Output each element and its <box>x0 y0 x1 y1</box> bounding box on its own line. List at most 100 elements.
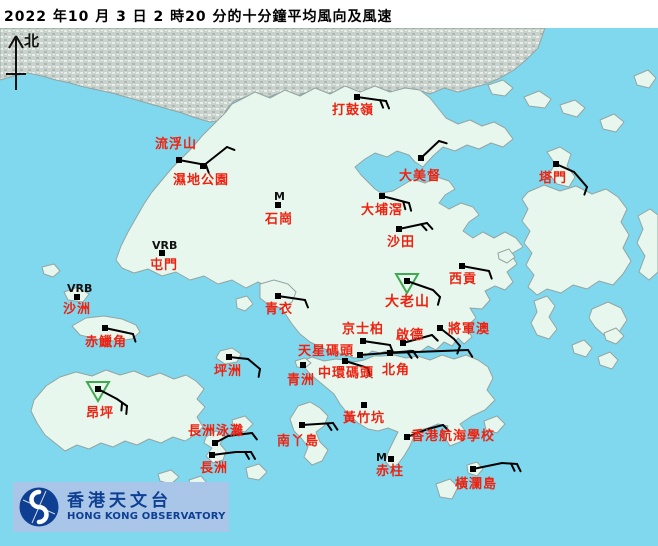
station-label-wong-chuk-hang[interactable]: 黃竹坑 <box>343 411 386 426</box>
station-dot-cheung-chau-beach[interactable] <box>212 440 218 446</box>
wind-barb-tick-tai-mei-tuk <box>438 140 448 145</box>
land-lamma <box>289 401 329 466</box>
wind-barb-tick-ta-kwu-ling <box>385 100 391 110</box>
station-dot-stanley[interactable] <box>388 456 394 462</box>
hko-logo[interactable]: 香港天文台 HONG KONG OBSERVATORY <box>13 482 229 532</box>
island-clearwater-1 <box>571 339 593 358</box>
station-label-tuen-mun[interactable]: 屯門 <box>150 258 179 273</box>
station-label-stanley[interactable]: 赤柱 <box>376 464 405 479</box>
station-dot-tai-mei-tuk[interactable] <box>418 155 424 161</box>
wind-barb-tai-po-kau <box>381 195 410 204</box>
station-label-green-island[interactable]: 青洲 <box>287 373 316 388</box>
station-marker-sha-chau: VRB <box>67 282 93 295</box>
station-label-lamma-island[interactable]: 南丫島 <box>277 434 320 449</box>
station-dot-sha-chau[interactable] <box>74 294 80 300</box>
wind-barb-tick-tap-mun <box>583 186 588 196</box>
station-label-peng-chau[interactable]: 坪洲 <box>214 364 243 379</box>
station-dot-kai-tak[interactable] <box>400 340 406 346</box>
wind-barb-tick-tates-cairn <box>436 296 441 306</box>
wind-barb-tick-kai-tak <box>431 334 439 342</box>
station-dot-tates-cairn[interactable] <box>404 278 410 284</box>
north-indicator: 北 <box>4 30 64 94</box>
station-dot-lamma-island[interactable] <box>299 422 305 428</box>
station-dot-wetland-park[interactable] <box>200 163 206 169</box>
wind-barb-chek-lap-kok <box>104 327 134 335</box>
wind-barb-tick-lau-fau-shan <box>205 164 210 174</box>
station-dot-tuen-mun[interactable] <box>159 250 165 256</box>
wind-barb-tick-waglan-island <box>510 462 516 472</box>
north-arrow-icon <box>6 35 26 90</box>
wind-barb-sha-tin <box>398 222 428 230</box>
station-label-tai-po-kau[interactable]: 大埔滘 <box>361 203 404 218</box>
island-kat-o-2 <box>559 99 586 118</box>
wind-barb-tick-cheung-chau-beach <box>251 432 258 441</box>
station-label-tap-mun[interactable]: 塔門 <box>539 171 568 186</box>
island-hei-ling-chau <box>231 415 254 433</box>
island-ninepin <box>603 327 625 345</box>
wind-barb-tick-wetland-park <box>226 146 236 151</box>
station-dot-kings-park[interactable] <box>360 338 366 344</box>
land-sai-kung-east <box>521 184 632 296</box>
page-title: 2022 年10 月 3 日 2 時20 分的十分鐘平均風向及風速 <box>0 0 658 28</box>
station-dot-green-island[interactable] <box>300 362 306 368</box>
wind-barb-wetland-park <box>202 146 228 167</box>
station-label-hk-sea-school[interactable]: 香港航海學校 <box>411 429 496 444</box>
station-dot-sha-tin[interactable] <box>396 226 402 232</box>
station-dot-lau-fau-shan[interactable] <box>176 157 182 163</box>
island-mirs-bay-east <box>636 208 658 281</box>
station-label-tsing-yi[interactable]: 青衣 <box>265 302 294 317</box>
station-dot-tsing-yi[interactable] <box>275 293 281 299</box>
station-dot-central-pier[interactable] <box>342 358 348 364</box>
wind-barb-tick-cheung-chau <box>244 451 250 460</box>
station-dot-ta-kwu-ling[interactable] <box>354 94 360 100</box>
wind-barb-tick-central-pier <box>367 367 371 377</box>
station-label-wetland-park[interactable]: 濕地公園 <box>173 173 230 188</box>
station-dot-ngong-ping[interactable] <box>95 386 101 392</box>
station-dot-cheung-chau[interactable] <box>209 452 215 458</box>
station-label-tates-cairn[interactable]: 大老山 <box>385 294 430 310</box>
station-label-kai-tak[interactable]: 啟德 <box>396 328 425 343</box>
station-label-cheung-chau[interactable]: 長洲 <box>200 461 229 476</box>
station-dot-sai-kung[interactable] <box>459 263 465 269</box>
hko-logo-icon <box>19 487 59 527</box>
station-dot-chek-lap-kok[interactable] <box>102 325 108 331</box>
station-dot-waglan-island[interactable] <box>470 466 476 472</box>
station-dot-hk-sea-school[interactable] <box>404 434 410 440</box>
station-label-sha-chau[interactable]: 沙洲 <box>63 302 92 317</box>
station-dot-wong-chuk-hang[interactable] <box>361 402 367 408</box>
station-label-tai-mei-tuk[interactable]: 大美督 <box>399 169 442 184</box>
station-label-sai-kung[interactable]: 西貢 <box>449 272 478 287</box>
wind-barb-kai-tak <box>402 334 433 344</box>
station-label-tseung-kwan-o[interactable]: 將軍澳 <box>448 322 491 337</box>
station-label-central-pier[interactable]: 中環碼頭 <box>318 366 375 381</box>
island-tung-lung <box>483 415 506 434</box>
station-dot-tap-mun[interactable] <box>553 161 559 167</box>
island-ma-wan <box>235 295 254 312</box>
station-label-lau-fau-shan[interactable]: 流浮山 <box>155 137 198 152</box>
station-label-chek-lap-kok[interactable]: 赤鱲角 <box>85 335 128 350</box>
station-label-kings-park[interactable]: 京士柏 <box>342 322 385 337</box>
land-hong-kong-island <box>299 354 496 469</box>
station-dot-star-ferry-pier[interactable] <box>357 352 363 358</box>
wind-barb-tates-cairn <box>406 280 441 298</box>
station-label-cheung-chau-beach[interactable]: 長洲泳灘 <box>188 424 245 439</box>
station-dot-peng-chau[interactable] <box>226 354 232 360</box>
wind-barb-tsing-yi <box>277 295 306 301</box>
station-label-waglan-island[interactable]: 橫瀾島 <box>455 477 498 492</box>
station-dot-shek-kong[interactable] <box>275 202 281 208</box>
station-label-sha-tin[interactable]: 沙田 <box>387 235 416 250</box>
wind-barb-tick-cheung-chau <box>250 451 256 460</box>
station-label-shek-kong[interactable]: 石崗 <box>265 212 294 227</box>
island-clearwater-2 <box>597 351 619 370</box>
station-label-star-ferry-pier[interactable]: 天星碼頭 <box>298 344 355 359</box>
wind-barb-tick-chek-lap-kok <box>132 333 137 343</box>
wind-barb-central-pier <box>344 360 369 369</box>
station-label-north-point[interactable]: 北角 <box>382 363 411 378</box>
station-label-ta-kwu-ling[interactable]: 打鼓嶺 <box>332 103 375 118</box>
station-label-ngong-ping[interactable]: 昂坪 <box>86 406 115 421</box>
station-dot-tai-po-kau[interactable] <box>379 193 385 199</box>
wind-barb-kings-park <box>362 340 391 346</box>
station-dot-tseung-kwan-o[interactable] <box>437 325 443 331</box>
station-dot-north-point[interactable] <box>387 350 393 356</box>
